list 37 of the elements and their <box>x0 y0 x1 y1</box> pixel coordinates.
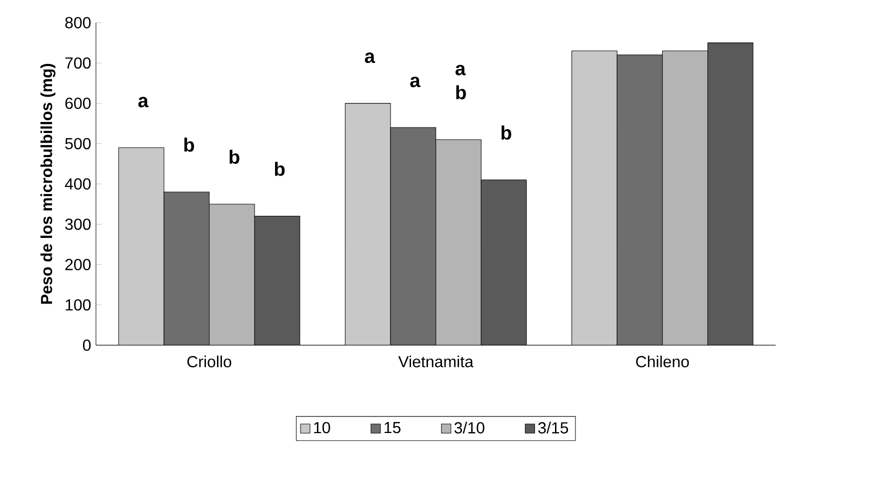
bar <box>616 54 663 346</box>
legend-label: 3/15 <box>538 422 568 434</box>
legend-label: 15 <box>384 422 400 434</box>
annotation: a <box>138 96 149 108</box>
annotation: b <box>230 150 240 164</box>
annotation: b <box>502 125 512 140</box>
y-tick-label: 300 <box>65 218 91 230</box>
y-tick-label: 0 <box>82 339 91 351</box>
annotation: b <box>274 162 285 176</box>
legend-label: 3/10 <box>454 422 484 434</box>
bar <box>254 216 300 346</box>
annotation: a b <box>456 64 466 100</box>
y-tick-label: 500 <box>65 138 91 150</box>
x-tick-label: Chileno <box>636 356 689 368</box>
annotation: a <box>410 76 420 88</box>
y-tick-label: 200 <box>65 258 91 270</box>
bar <box>118 148 164 346</box>
legend-label: 10 <box>314 422 330 434</box>
y-tick-label: 800 <box>65 16 91 28</box>
bar <box>436 140 482 346</box>
x-tick-label: Criollo <box>187 356 232 368</box>
bar <box>345 103 391 346</box>
bar <box>707 42 754 346</box>
bar <box>209 204 255 346</box>
annotation: a <box>364 52 376 63</box>
bar <box>164 192 210 346</box>
bar <box>572 50 618 346</box>
bar <box>481 180 526 346</box>
x-tick-label: Vietnamita <box>398 356 474 368</box>
y-tick-label: 700 <box>65 57 91 69</box>
bar <box>662 50 708 346</box>
annotation: b <box>184 138 194 152</box>
bar <box>390 127 436 346</box>
y-tick-label: 600 <box>65 98 91 109</box>
y-tick-label: 100 <box>66 299 91 310</box>
y-tick-label: 400 <box>64 178 91 190</box>
y-axis-title: Peso de los microbulbillos (mg) <box>40 64 56 304</box>
